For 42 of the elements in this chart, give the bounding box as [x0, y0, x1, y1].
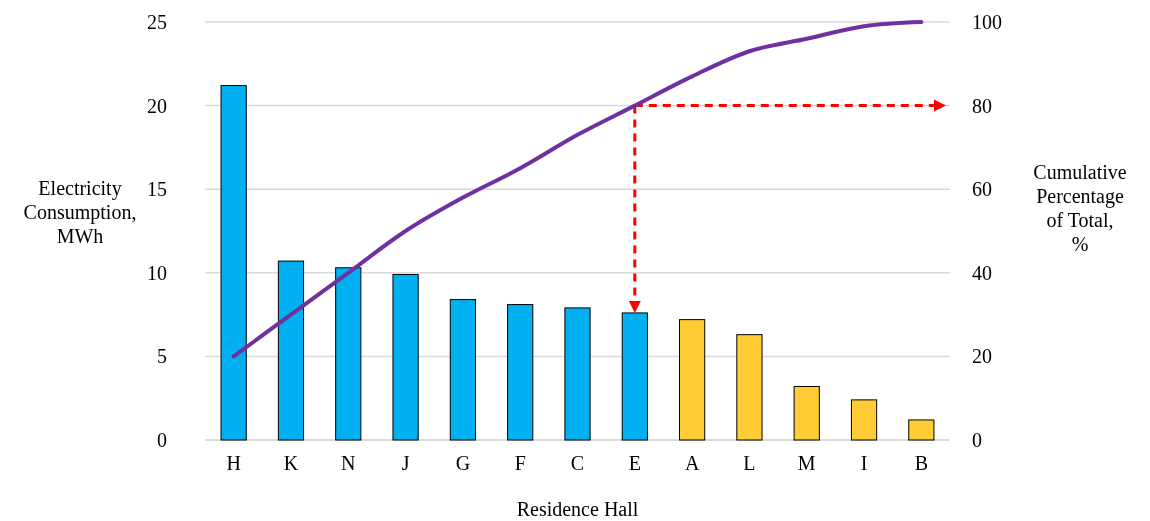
x-tick-label: L	[743, 452, 756, 474]
bar	[793, 386, 820, 441]
bar	[277, 260, 305, 441]
y2-tick-label: 40	[972, 261, 992, 284]
y-tick-label: 15	[147, 178, 167, 201]
x-tick-label: N	[341, 452, 356, 474]
y-tick-label: 20	[147, 94, 167, 117]
x-tick-label: B	[914, 452, 929, 474]
bar	[679, 319, 706, 441]
x-tick-label: E	[628, 452, 641, 474]
y2-tick-label: 0	[972, 429, 982, 451]
x-tick-label: C	[570, 452, 585, 474]
y-tick-label: 5	[157, 345, 167, 368]
bar	[850, 399, 878, 441]
bar	[621, 312, 648, 441]
x-tick-label: G	[455, 452, 471, 474]
y-tick-label: 25	[147, 11, 167, 33]
line-series	[231, 20, 924, 359]
bar	[736, 334, 763, 441]
y2-tick-label: 80	[972, 94, 992, 117]
y-axis-title: Electricity Consumption, MWh	[23, 177, 137, 247]
x-tick-label: J	[401, 452, 410, 474]
bar	[335, 267, 362, 441]
y2-tick-label: 100	[972, 11, 1002, 33]
x-tick-label: F	[514, 452, 526, 474]
y-tick-label: 10	[147, 261, 167, 284]
y2-tick-label: 60	[972, 178, 992, 201]
x-tick-label: K	[283, 452, 299, 474]
y-tick-label: 0	[157, 429, 167, 451]
x-tick-label: I	[860, 452, 868, 474]
bar	[908, 419, 935, 441]
bar	[392, 273, 419, 441]
x-tick-label: M	[797, 452, 816, 474]
bar	[507, 304, 534, 441]
y2-axis-title: Cumulative Percentage of Total, %	[1033, 161, 1127, 255]
bar	[564, 307, 591, 441]
y2-tick-label: 20	[972, 345, 992, 368]
bar	[449, 299, 476, 441]
x-axis-title: Residence Hall	[516, 498, 639, 520]
x-tick-label: H	[226, 452, 241, 474]
x-tick-label: A	[684, 452, 700, 474]
bar	[220, 85, 247, 441]
